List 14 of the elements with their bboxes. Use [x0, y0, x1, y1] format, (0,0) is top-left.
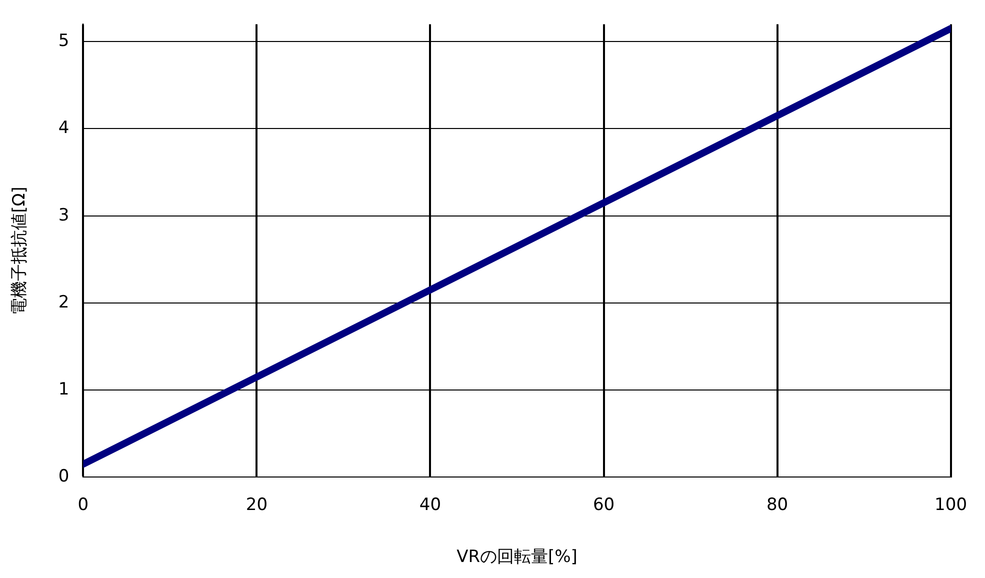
y-tick-label: 1 [58, 380, 70, 400]
y-tick-label: 3 [58, 205, 70, 226]
y-tick-label: 0 [58, 466, 70, 487]
y-tick-label: 5 [58, 31, 70, 52]
x-tick-label: 100 [934, 494, 968, 515]
y-tick-label: 4 [58, 118, 70, 138]
y-axis-title: 電機子抵抗値[Ω] [10, 186, 30, 315]
x-tick-label: 20 [246, 494, 268, 515]
x-tick-label: 60 [592, 494, 615, 515]
x-tick-label: 0 [78, 494, 89, 515]
x-tick-label: 80 [766, 494, 788, 515]
x-axis-title: VRの回転量[%] [456, 547, 578, 568]
y-tick-label: 2 [58, 292, 70, 312]
x-tick-label: 40 [419, 494, 442, 515]
